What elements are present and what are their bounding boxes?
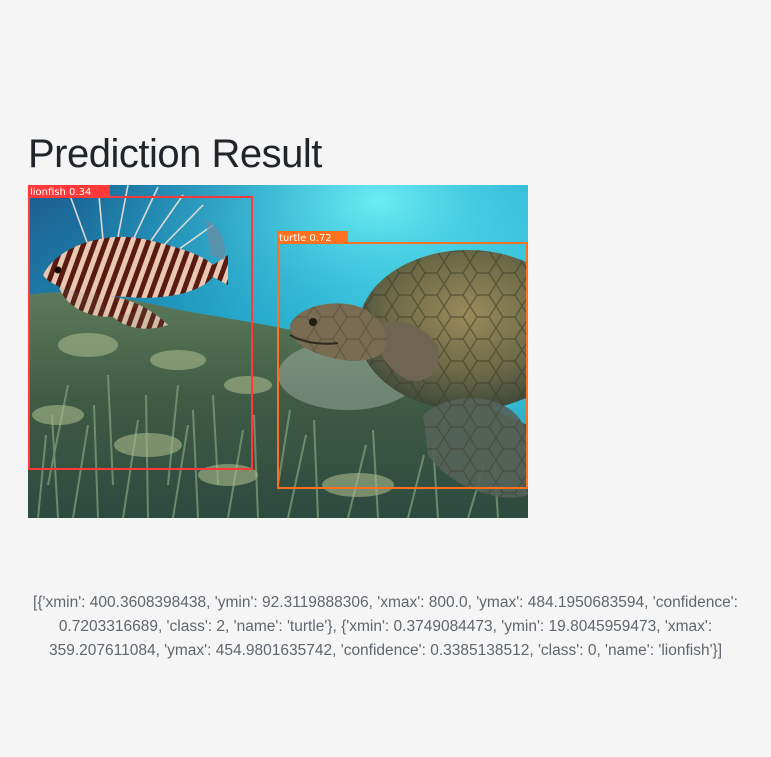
lionfish-label: lionfish 0.34 [30,187,91,198]
lionfish-figure [43,185,228,329]
turtle-label-background [277,231,348,244]
turtle-label: turtle 0.72 [279,233,332,244]
page-title: Prediction Result [28,132,322,176]
turtle-bounding-box [277,242,528,489]
lionfish-bounding-box [28,196,253,470]
prediction-json-output: [{'xmin': 400.3608398438, 'ymin': 92.311… [33,594,738,659]
annotated-underwater-photo: lionfish 0.34 turtle 0.72 [28,185,528,518]
turtle-figure [289,250,528,498]
lionfish-label-background [28,185,110,198]
prediction-image: lionfish 0.34 turtle 0.72 [28,185,528,518]
